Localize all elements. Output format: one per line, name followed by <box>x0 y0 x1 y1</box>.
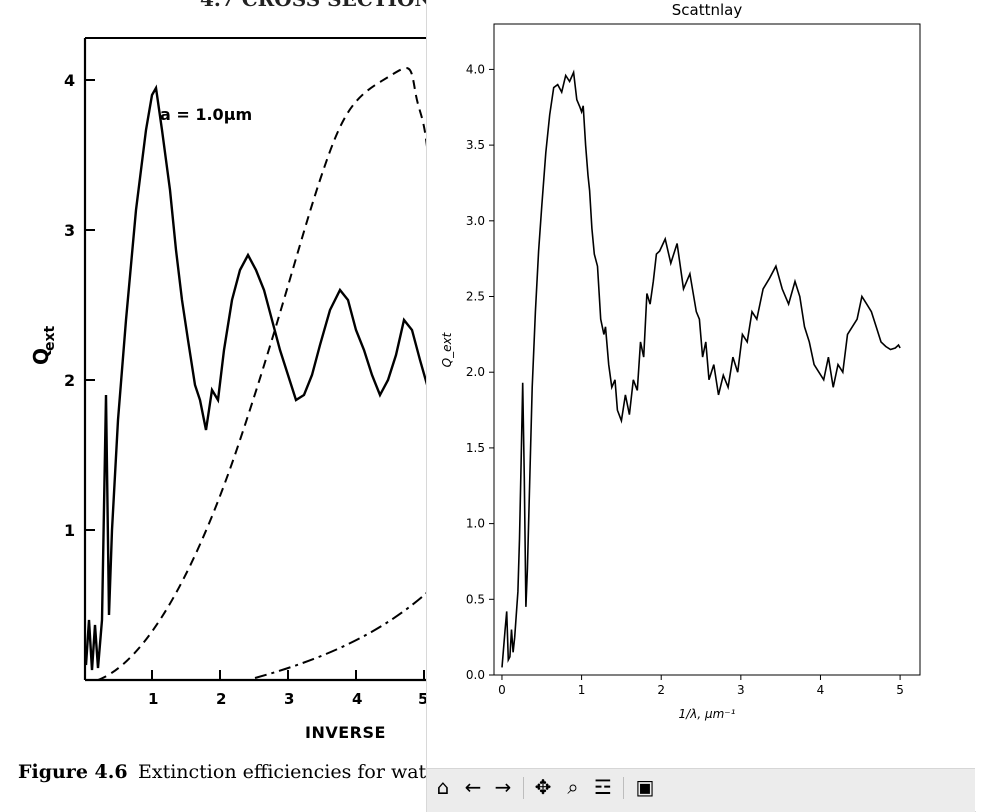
book-xtick-2: 2 <box>216 690 226 708</box>
axes-frame <box>493 23 921 676</box>
book-caption-text: Extinction efficiencies for wat <box>138 761 427 783</box>
x-tick-label: 0 <box>498 683 506 697</box>
x-axis-label: 1/λ, μm⁻¹ <box>679 707 736 721</box>
book-ytick-1: 1 <box>64 521 75 540</box>
book-dashed-curve <box>97 67 431 681</box>
y-tick-label: 3.5 <box>466 138 485 152</box>
forward-arrow-icon[interactable]: → <box>494 775 512 799</box>
y-tick-label: 1.0 <box>466 517 485 531</box>
book-solid-curve <box>84 84 432 671</box>
y-tick-label: 0.5 <box>466 592 485 606</box>
book-y-ticks <box>85 79 95 531</box>
save-floppy-icon[interactable]: ▣ <box>635 775 655 799</box>
series-line <box>501 69 901 668</box>
y-tick-label: 3.0 <box>466 214 485 228</box>
figure-canvas[interactable]: Scattnlay 0 1 2 3 4 5 0.0 0.5 1.0 1.5 2.0 2.5 3.0 3.… <box>427 0 975 768</box>
toolbar-separator <box>623 777 624 799</box>
x-tick-label: 3 <box>737 683 745 697</box>
svg-text:Q: Q <box>29 348 53 365</box>
svg-text:ext: ext <box>42 325 58 351</box>
x-tick-label: 4 <box>817 683 825 697</box>
y-tick-label: 2.0 <box>466 365 485 379</box>
book-header: 4.7 CROSS SECTION <box>200 0 433 11</box>
y-tick-label: 4.0 <box>466 62 485 76</box>
book-x-label: INVERSE <box>305 723 386 742</box>
y-tick-label: 1.5 <box>466 441 485 455</box>
x-ticks: 0 1 2 3 4 5 <box>498 675 904 697</box>
y-axis-label: Q_ext <box>440 331 454 367</box>
chart-title: Scattnlay <box>672 1 743 19</box>
sliders-icon[interactable]: ☲ <box>594 775 612 799</box>
book-dashdot-curve <box>254 589 431 679</box>
book-x-ticks <box>151 670 425 680</box>
zoom-magnifier-icon[interactable]: ⌕ <box>567 775 579 799</box>
pan-move-icon[interactable]: ✥ <box>534 775 552 799</box>
book-xtick-1: 1 <box>148 690 158 708</box>
x-tick-label: 2 <box>657 683 665 697</box>
book-caption-label: Figure 4.6 <box>18 761 128 783</box>
background-strip <box>975 0 1001 811</box>
book-xtick-3: 3 <box>284 690 294 708</box>
matplotlib-figure-window[interactable]: Scattnlay 0 1 2 3 4 5 0.0 0.5 1.0 1.5 2.0 2.5 3.0 3.… <box>427 0 975 812</box>
toolbar-separator <box>523 777 524 799</box>
book-xtick-4: 4 <box>352 690 362 708</box>
back-arrow-icon[interactable]: ← <box>464 775 482 799</box>
home-icon[interactable]: ⌂ <box>436 775 450 799</box>
x-tick-label: 1 <box>578 683 586 697</box>
y-tick-label: 0.0 <box>466 668 485 682</box>
navigation-toolbar: ⌂ ← → ✥ ⌕ ☲ ▣ <box>427 768 975 812</box>
book-ytick-2: 2 <box>64 371 75 390</box>
book-y-label: Q ext <box>29 325 58 365</box>
x-tick-label: 5 <box>896 683 904 697</box>
y-tick-label: 2.5 <box>466 290 485 304</box>
y-ticks: 0.0 0.5 1.0 1.5 2.0 2.5 3.0 3.5 4.0 <box>466 62 494 682</box>
book-ytick-3: 3 <box>64 221 75 240</box>
book-ytick-4: 4 <box>64 71 75 90</box>
book-xtick-5: 5 <box>418 690 428 708</box>
book-annotation: a = 1.0μm <box>160 105 252 124</box>
